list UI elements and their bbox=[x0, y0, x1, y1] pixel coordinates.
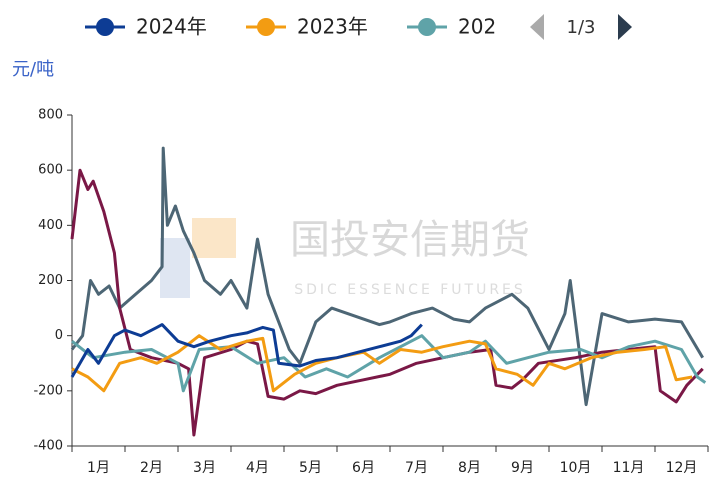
x-tick-label: 11月 bbox=[613, 460, 645, 476]
series-line bbox=[70, 323, 423, 378]
watermark-logo bbox=[192, 218, 236, 258]
x-tick-label: 12月 bbox=[666, 460, 698, 476]
y-tick-label: 400 bbox=[38, 218, 63, 233]
y-tick-label: -400 bbox=[33, 439, 63, 454]
x-tick-label: 7月 bbox=[405, 460, 428, 476]
series-line bbox=[71, 334, 693, 393]
x-tick-label: 4月 bbox=[246, 460, 269, 476]
x-tick-label: 8月 bbox=[458, 460, 481, 476]
y-tick-label: 800 bbox=[38, 108, 63, 123]
legend-next[interactable] bbox=[618, 14, 632, 40]
legend-label: 202 bbox=[458, 15, 496, 39]
x-tick-label: 9月 bbox=[511, 460, 534, 476]
watermark-title: 国投安信期货 bbox=[290, 217, 530, 263]
x-tick-label: 2月 bbox=[140, 460, 163, 476]
legend-label: 2024年 bbox=[136, 15, 207, 39]
legend-marker bbox=[257, 18, 275, 36]
legend-prev[interactable] bbox=[530, 14, 544, 40]
y-tick-label: -200 bbox=[33, 383, 63, 398]
x-tick-label: 10月 bbox=[560, 460, 592, 476]
y-unit: 元/吨 bbox=[12, 59, 54, 80]
x-tick-label: 6月 bbox=[352, 460, 375, 476]
legend-marker bbox=[96, 18, 114, 36]
legend-page: 1/3 bbox=[567, 17, 596, 38]
x-tick-label: 3月 bbox=[193, 460, 216, 476]
watermark-subtitle: SDIC ESSENCE FUTURES bbox=[294, 282, 526, 298]
watermark-logo bbox=[160, 238, 190, 298]
series-line bbox=[70, 146, 704, 407]
y-tick-label: 0 bbox=[55, 328, 63, 343]
x-tick-label: 1月 bbox=[87, 460, 110, 476]
y-tick-label: 600 bbox=[38, 163, 63, 178]
legend-marker bbox=[418, 18, 436, 36]
watermark: 国投安信期货 SDIC ESSENCE FUTURES bbox=[160, 217, 530, 298]
legend-label: 2023年 bbox=[297, 15, 368, 39]
y-tick-label: 200 bbox=[38, 273, 63, 288]
x-tick-label: 5月 bbox=[299, 460, 322, 476]
